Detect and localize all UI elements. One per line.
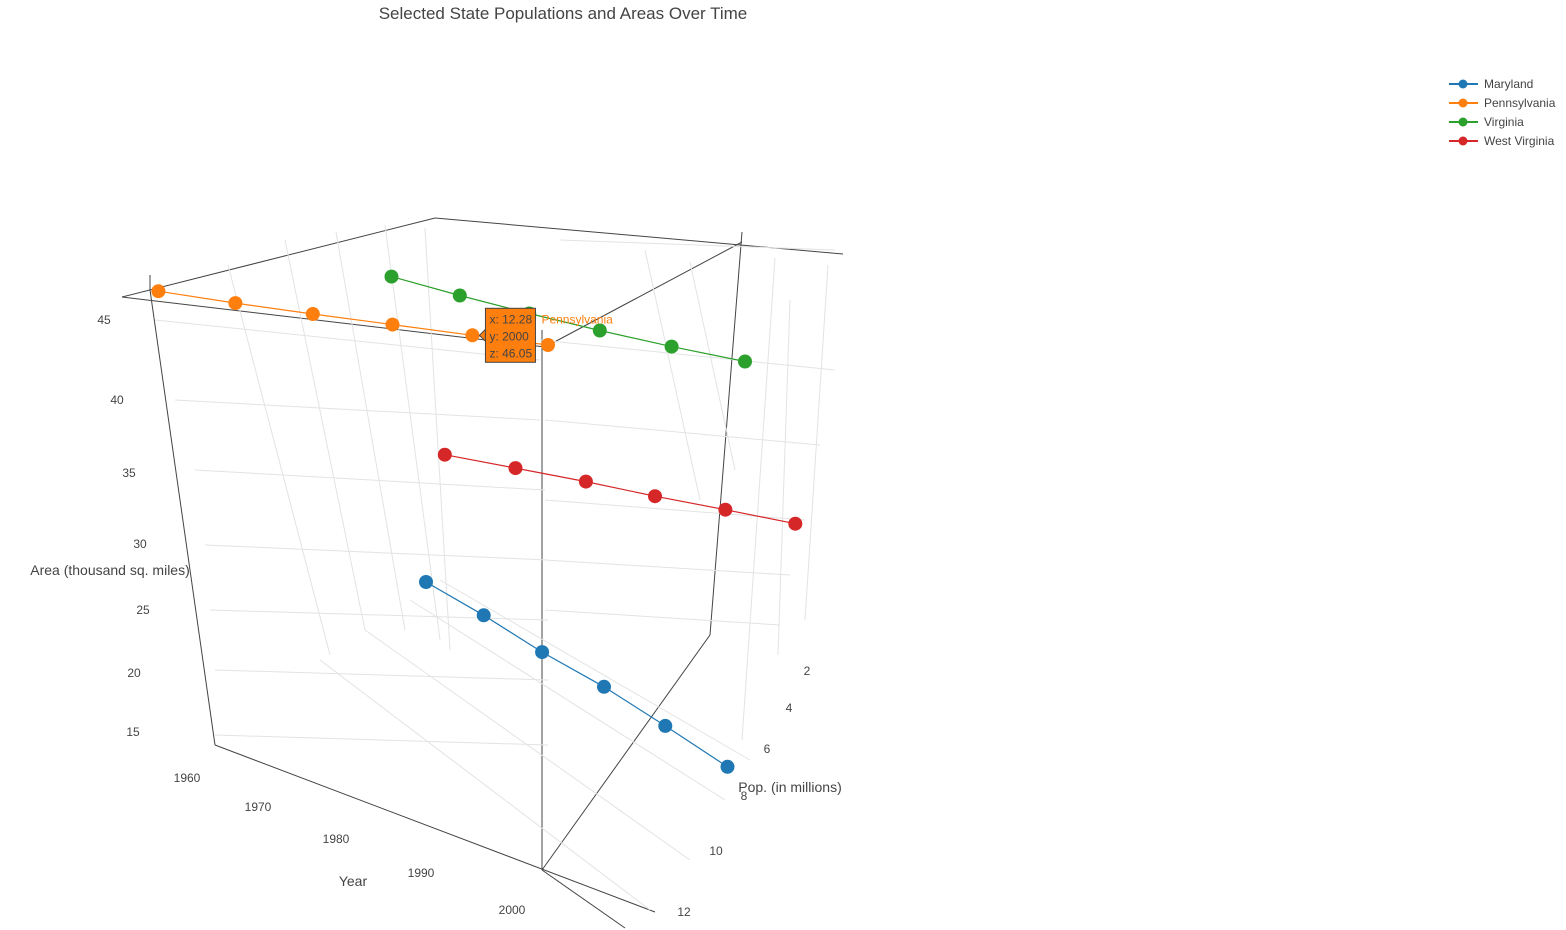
- legend-marker: [1458, 79, 1468, 89]
- legend-item-maryland[interactable]: Maryland: [1449, 77, 1533, 91]
- x-tick-label: 10: [709, 844, 723, 858]
- axis-ticks: 15 20 25 30 35 40 45 1960 1970 1980 1990 2000 2 4 6 8 10…: [97, 313, 810, 919]
- data-point-virginia[interactable]: [452, 288, 467, 303]
- data-point-west-virginia[interactable]: [508, 461, 523, 476]
- z-tick-label: 25: [136, 603, 150, 617]
- data-point-maryland[interactable]: [476, 608, 491, 623]
- data-point-pennsylvania[interactable]: [385, 317, 400, 332]
- data-point-virginia[interactable]: [664, 339, 679, 354]
- series-line-west-virginia[interactable]: [444, 454, 796, 525]
- x-tick-label: 2: [804, 664, 811, 678]
- z-axis-title: Area (thousand sq. miles): [30, 562, 190, 578]
- data-point-maryland[interactable]: [658, 718, 673, 733]
- scene-gridlines: [154, 224, 836, 911]
- legend-label: Virginia: [1484, 115, 1524, 129]
- x-tick-label: 12: [677, 905, 691, 919]
- legend-marker: [1458, 98, 1468, 108]
- data-point-maryland[interactable]: [720, 759, 735, 774]
- y-tick-label: 1990: [408, 866, 435, 880]
- z-tick-label: 20: [127, 666, 141, 680]
- series-line-virginia[interactable]: [391, 276, 746, 363]
- x-axis-title: Pop. (in millions): [738, 779, 841, 795]
- z-tick-label: 40: [110, 393, 124, 407]
- data-point-pennsylvania[interactable]: [305, 307, 320, 321]
- z-tick-label: 35: [122, 466, 136, 480]
- data-point-pennsylvania[interactable]: [151, 284, 166, 299]
- legend-label: West Virginia: [1484, 134, 1555, 148]
- legend-label: Pennsylvania: [1484, 96, 1556, 110]
- hover-value: z: 46.05: [489, 346, 532, 360]
- data-point-maryland[interactable]: [419, 575, 433, 589]
- data-point-pennsylvania[interactable]: [465, 328, 480, 343]
- hover-value: x: 12.28: [489, 312, 532, 326]
- data-point-west-virginia[interactable]: [648, 489, 662, 504]
- x-tick-label: 6: [764, 742, 771, 756]
- data-point-virginia[interactable]: [592, 323, 607, 338]
- legend[interactable]: Maryland Pennsylvania Virginia West Virgini…: [1449, 77, 1556, 148]
- data-point-west-virginia[interactable]: [718, 502, 733, 517]
- hover-tooltip: x: 12.28 y: 2000 z: 46.05 Pennsylvania: [478, 307, 613, 363]
- y-tick-label: 2000: [499, 903, 526, 917]
- data-point-west-virginia[interactable]: [788, 516, 803, 531]
- chart-title: Selected State Populations and Areas Ove…: [379, 4, 748, 23]
- data-point-maryland[interactable]: [535, 645, 550, 660]
- z-tick-label: 45: [97, 313, 111, 327]
- series-line-maryland[interactable]: [425, 581, 728, 768]
- hover-box: [484, 307, 536, 363]
- x-tick-label: 8: [741, 789, 748, 803]
- x-tick-label: 4: [786, 701, 793, 715]
- data-point-west-virginia[interactable]: [578, 474, 593, 489]
- data-point-pennsylvania[interactable]: [541, 338, 555, 352]
- legend-item-west-virginia[interactable]: West Virginia: [1449, 134, 1555, 148]
- legend-item-pennsylvania[interactable]: Pennsylvania: [1449, 96, 1556, 110]
- legend-label: Maryland: [1484, 77, 1533, 91]
- legend-marker: [1458, 136, 1468, 146]
- y-tick-label: 1960: [174, 771, 201, 785]
- y-tick-label: 1970: [245, 800, 272, 814]
- y-axis-title: Year: [339, 873, 368, 889]
- hover-value: y: 2000: [489, 329, 529, 343]
- legend-item-virginia[interactable]: Virginia: [1449, 115, 1524, 129]
- data-point-pennsylvania[interactable]: [228, 296, 243, 311]
- data-point-virginia[interactable]: [738, 354, 752, 369]
- data-point-west-virginia[interactable]: [437, 447, 452, 462]
- data-point-virginia[interactable]: [384, 269, 399, 284]
- z-tick-label: 15: [126, 725, 140, 739]
- y-tick-label: 1980: [323, 832, 350, 846]
- hover-series-name: Pennsylvania: [541, 312, 613, 326]
- scene-frame: [121, 217, 844, 929]
- z-tick-label: 30: [133, 537, 147, 551]
- data-point-maryland[interactable]: [597, 679, 611, 694]
- legend-marker: [1458, 117, 1468, 127]
